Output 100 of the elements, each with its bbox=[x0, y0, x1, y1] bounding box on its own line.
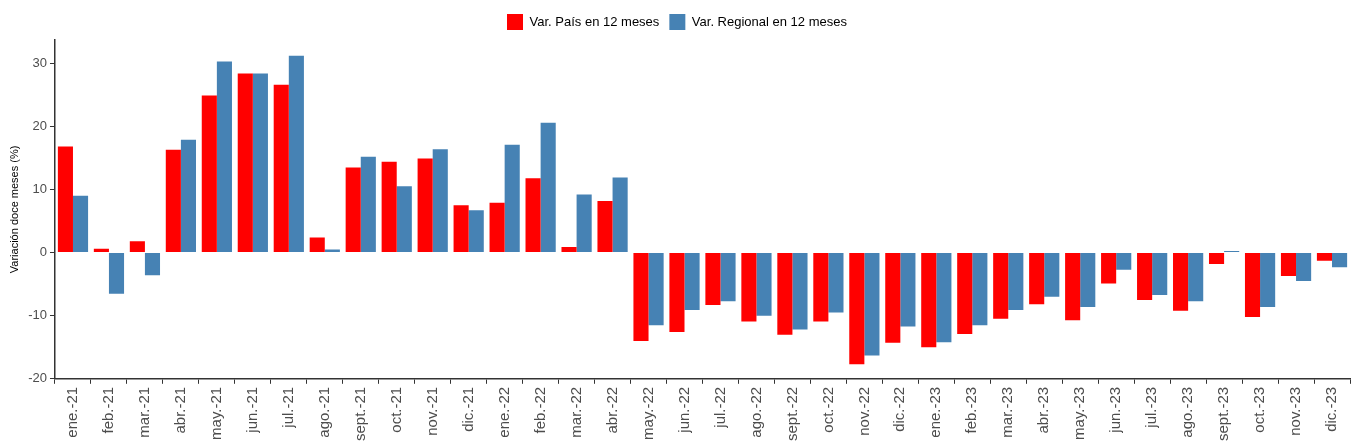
x-tick-label: jul.-22 bbox=[710, 386, 728, 429]
bar bbox=[993, 253, 1009, 319]
bar bbox=[273, 84, 289, 253]
bar bbox=[1029, 253, 1045, 305]
bar bbox=[1332, 253, 1348, 268]
bar bbox=[756, 253, 772, 316]
x-tick-label: nov.-23 bbox=[1286, 386, 1304, 436]
x-tick-label: ago.-22 bbox=[746, 386, 764, 438]
legend-label: Var. País en 12 meses bbox=[529, 13, 660, 29]
bar bbox=[885, 253, 901, 343]
y-axis-title: Variación doce meses (%) bbox=[7, 145, 20, 274]
bar bbox=[1152, 253, 1168, 295]
bar bbox=[417, 158, 433, 253]
bar bbox=[705, 253, 721, 305]
bar bbox=[648, 253, 664, 326]
bar bbox=[972, 253, 988, 326]
x-tick-label: nov.-22 bbox=[854, 386, 872, 436]
y-tick-label: 20 bbox=[32, 118, 47, 134]
bar bbox=[921, 253, 937, 348]
y-tick-label: 10 bbox=[32, 181, 47, 197]
bar bbox=[1101, 253, 1117, 284]
x-tick-label: may.-22 bbox=[638, 386, 656, 440]
bar bbox=[288, 55, 304, 253]
x-tick-label: sept.-23 bbox=[1214, 386, 1232, 441]
bar bbox=[612, 177, 628, 253]
bar bbox=[432, 149, 448, 253]
bar bbox=[576, 194, 592, 253]
x-tick-label: sept.-22 bbox=[782, 386, 800, 441]
x-tick-label: jul.-23 bbox=[1142, 386, 1160, 429]
x-tick-label: jul.-21 bbox=[278, 386, 296, 429]
bar bbox=[360, 156, 376, 253]
bar bbox=[1065, 253, 1081, 321]
bar bbox=[1208, 253, 1225, 264]
x-tick-label: oct.-23 bbox=[1250, 386, 1268, 433]
x-tick-label: oct.-21 bbox=[386, 386, 404, 433]
bar bbox=[561, 246, 577, 253]
x-tick-label: mar.-23 bbox=[998, 386, 1016, 438]
x-tick-label: abr.-23 bbox=[1034, 386, 1052, 434]
x-tick-label: ene.-23 bbox=[926, 386, 944, 438]
bar bbox=[489, 202, 505, 253]
bar bbox=[792, 253, 808, 330]
x-tick-label: ene.-22 bbox=[494, 386, 512, 438]
bar bbox=[1260, 253, 1276, 307]
bar bbox=[957, 253, 973, 335]
bar bbox=[180, 139, 196, 253]
x-tick-label: mar.-22 bbox=[566, 386, 584, 438]
y-tick-label: 0 bbox=[39, 244, 47, 260]
x-tick-label: feb.-21 bbox=[99, 386, 117, 434]
x-tick-label: dic.-22 bbox=[890, 386, 908, 432]
bar bbox=[540, 122, 556, 253]
bar bbox=[720, 253, 736, 302]
x-tick-label: may.-21 bbox=[207, 386, 225, 440]
bar bbox=[684, 253, 700, 311]
bar bbox=[57, 146, 73, 253]
x-tick-label: sept.-21 bbox=[350, 386, 368, 441]
bar bbox=[777, 253, 793, 335]
bar bbox=[1316, 253, 1333, 261]
bar bbox=[381, 161, 397, 253]
bar bbox=[813, 253, 829, 322]
x-tick-label: ago.-23 bbox=[1178, 386, 1196, 438]
bar bbox=[201, 95, 217, 253]
x-tick-label: feb.-22 bbox=[530, 386, 548, 434]
bar bbox=[108, 253, 125, 294]
bar bbox=[93, 248, 109, 253]
bar bbox=[129, 241, 145, 253]
bar bbox=[216, 61, 232, 253]
y-tick-label: 30 bbox=[32, 54, 47, 70]
bar bbox=[1173, 253, 1189, 311]
bar bbox=[1280, 253, 1297, 276]
y-tick-label: -20 bbox=[28, 370, 47, 386]
bar bbox=[1044, 253, 1060, 297]
x-tick-label: abr.-21 bbox=[171, 386, 189, 434]
bar bbox=[525, 178, 541, 253]
y-tick-label: -10 bbox=[28, 307, 47, 323]
bar bbox=[237, 73, 253, 253]
x-tick-label: jun.-22 bbox=[674, 386, 692, 434]
x-tick-label: ene.-21 bbox=[63, 386, 81, 438]
bar bbox=[396, 186, 412, 253]
bar bbox=[864, 253, 880, 356]
bar bbox=[741, 253, 757, 322]
bar bbox=[504, 144, 520, 253]
bar bbox=[828, 253, 844, 313]
x-tick-label: nov.-21 bbox=[422, 386, 440, 436]
x-tick-label: ago.-21 bbox=[314, 386, 332, 438]
bar bbox=[936, 253, 952, 343]
bar bbox=[468, 210, 484, 253]
x-tick-label: jun.-23 bbox=[1106, 386, 1124, 434]
bar bbox=[72, 195, 89, 253]
x-tick-label: mar.-21 bbox=[135, 386, 153, 438]
bar bbox=[1244, 253, 1261, 317]
bar bbox=[324, 249, 340, 253]
bar bbox=[633, 253, 649, 341]
bar bbox=[144, 253, 161, 276]
bar bbox=[597, 200, 613, 253]
legend-label: Var. Regional en 12 meses bbox=[691, 13, 848, 29]
bar bbox=[1137, 253, 1153, 300]
x-tick-label: oct.-22 bbox=[818, 386, 836, 433]
bar bbox=[669, 253, 685, 333]
x-tick-label: dic.-21 bbox=[458, 386, 476, 432]
bar bbox=[849, 253, 865, 365]
